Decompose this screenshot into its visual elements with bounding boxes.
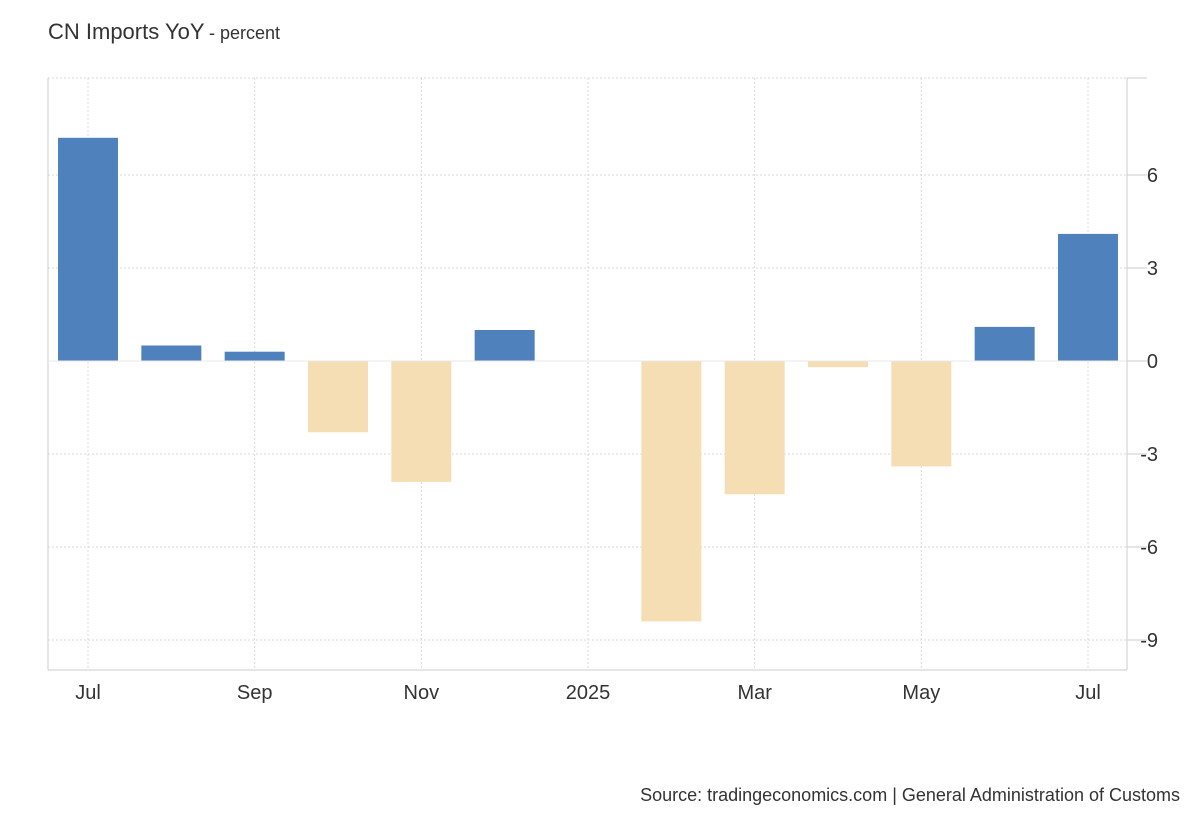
- y-tick-label: 0: [1147, 351, 1158, 373]
- y-tick-labels: 6 3 0 -3 -6 -9: [1140, 165, 1158, 652]
- grid-lines: [48, 77, 1127, 670]
- x-tick-label: Mar: [737, 682, 772, 704]
- bar-2025-04: [808, 361, 868, 368]
- chart-title-unit: - percent: [208, 23, 281, 43]
- bars: [58, 137, 1118, 622]
- y-tick-label: -3: [1140, 444, 1158, 466]
- bar-2025-02: [641, 361, 702, 622]
- y-tick-label: -9: [1140, 630, 1158, 652]
- x-tick-label: 2025: [566, 682, 611, 704]
- bar-2024-09: [224, 351, 285, 361]
- bar-2025-07: [1058, 233, 1118, 361]
- axes: [47, 77, 1147, 671]
- source-text: Source: tradingeconomics.com | General A…: [640, 785, 1180, 805]
- bar-2024-10: [308, 361, 368, 433]
- y-tick-label: 3: [1147, 258, 1158, 280]
- x-tick-label: May: [902, 682, 940, 704]
- bar-chart: 6 3 0 -3 -6 -9 Jul Sep Nov 2025 Mar May Jul: [47, 77, 1158, 704]
- bar-2024-11: [391, 361, 452, 482]
- bar-2025-05: [891, 361, 952, 467]
- y-tick-label: -6: [1140, 537, 1158, 559]
- chart-title: CN Imports YoY - percent: [48, 19, 280, 45]
- bar-2025-06: [974, 326, 1035, 361]
- x-tick-labels: Jul Sep Nov 2025 Mar May Jul: [75, 682, 1101, 704]
- bar-2024-08: [141, 345, 202, 361]
- bar-2025-03: [724, 361, 785, 495]
- x-tick-label: Jul: [75, 682, 101, 704]
- bar-2024-07: [58, 137, 118, 361]
- x-tick-label: Jul: [1075, 682, 1101, 704]
- x-tick-label: Sep: [237, 682, 273, 704]
- y-tick-label: 6: [1147, 165, 1158, 187]
- bar-2024-12: [474, 330, 535, 361]
- chart-title-main: CN Imports YoY: [48, 19, 205, 44]
- x-tick-label: Nov: [404, 682, 440, 704]
